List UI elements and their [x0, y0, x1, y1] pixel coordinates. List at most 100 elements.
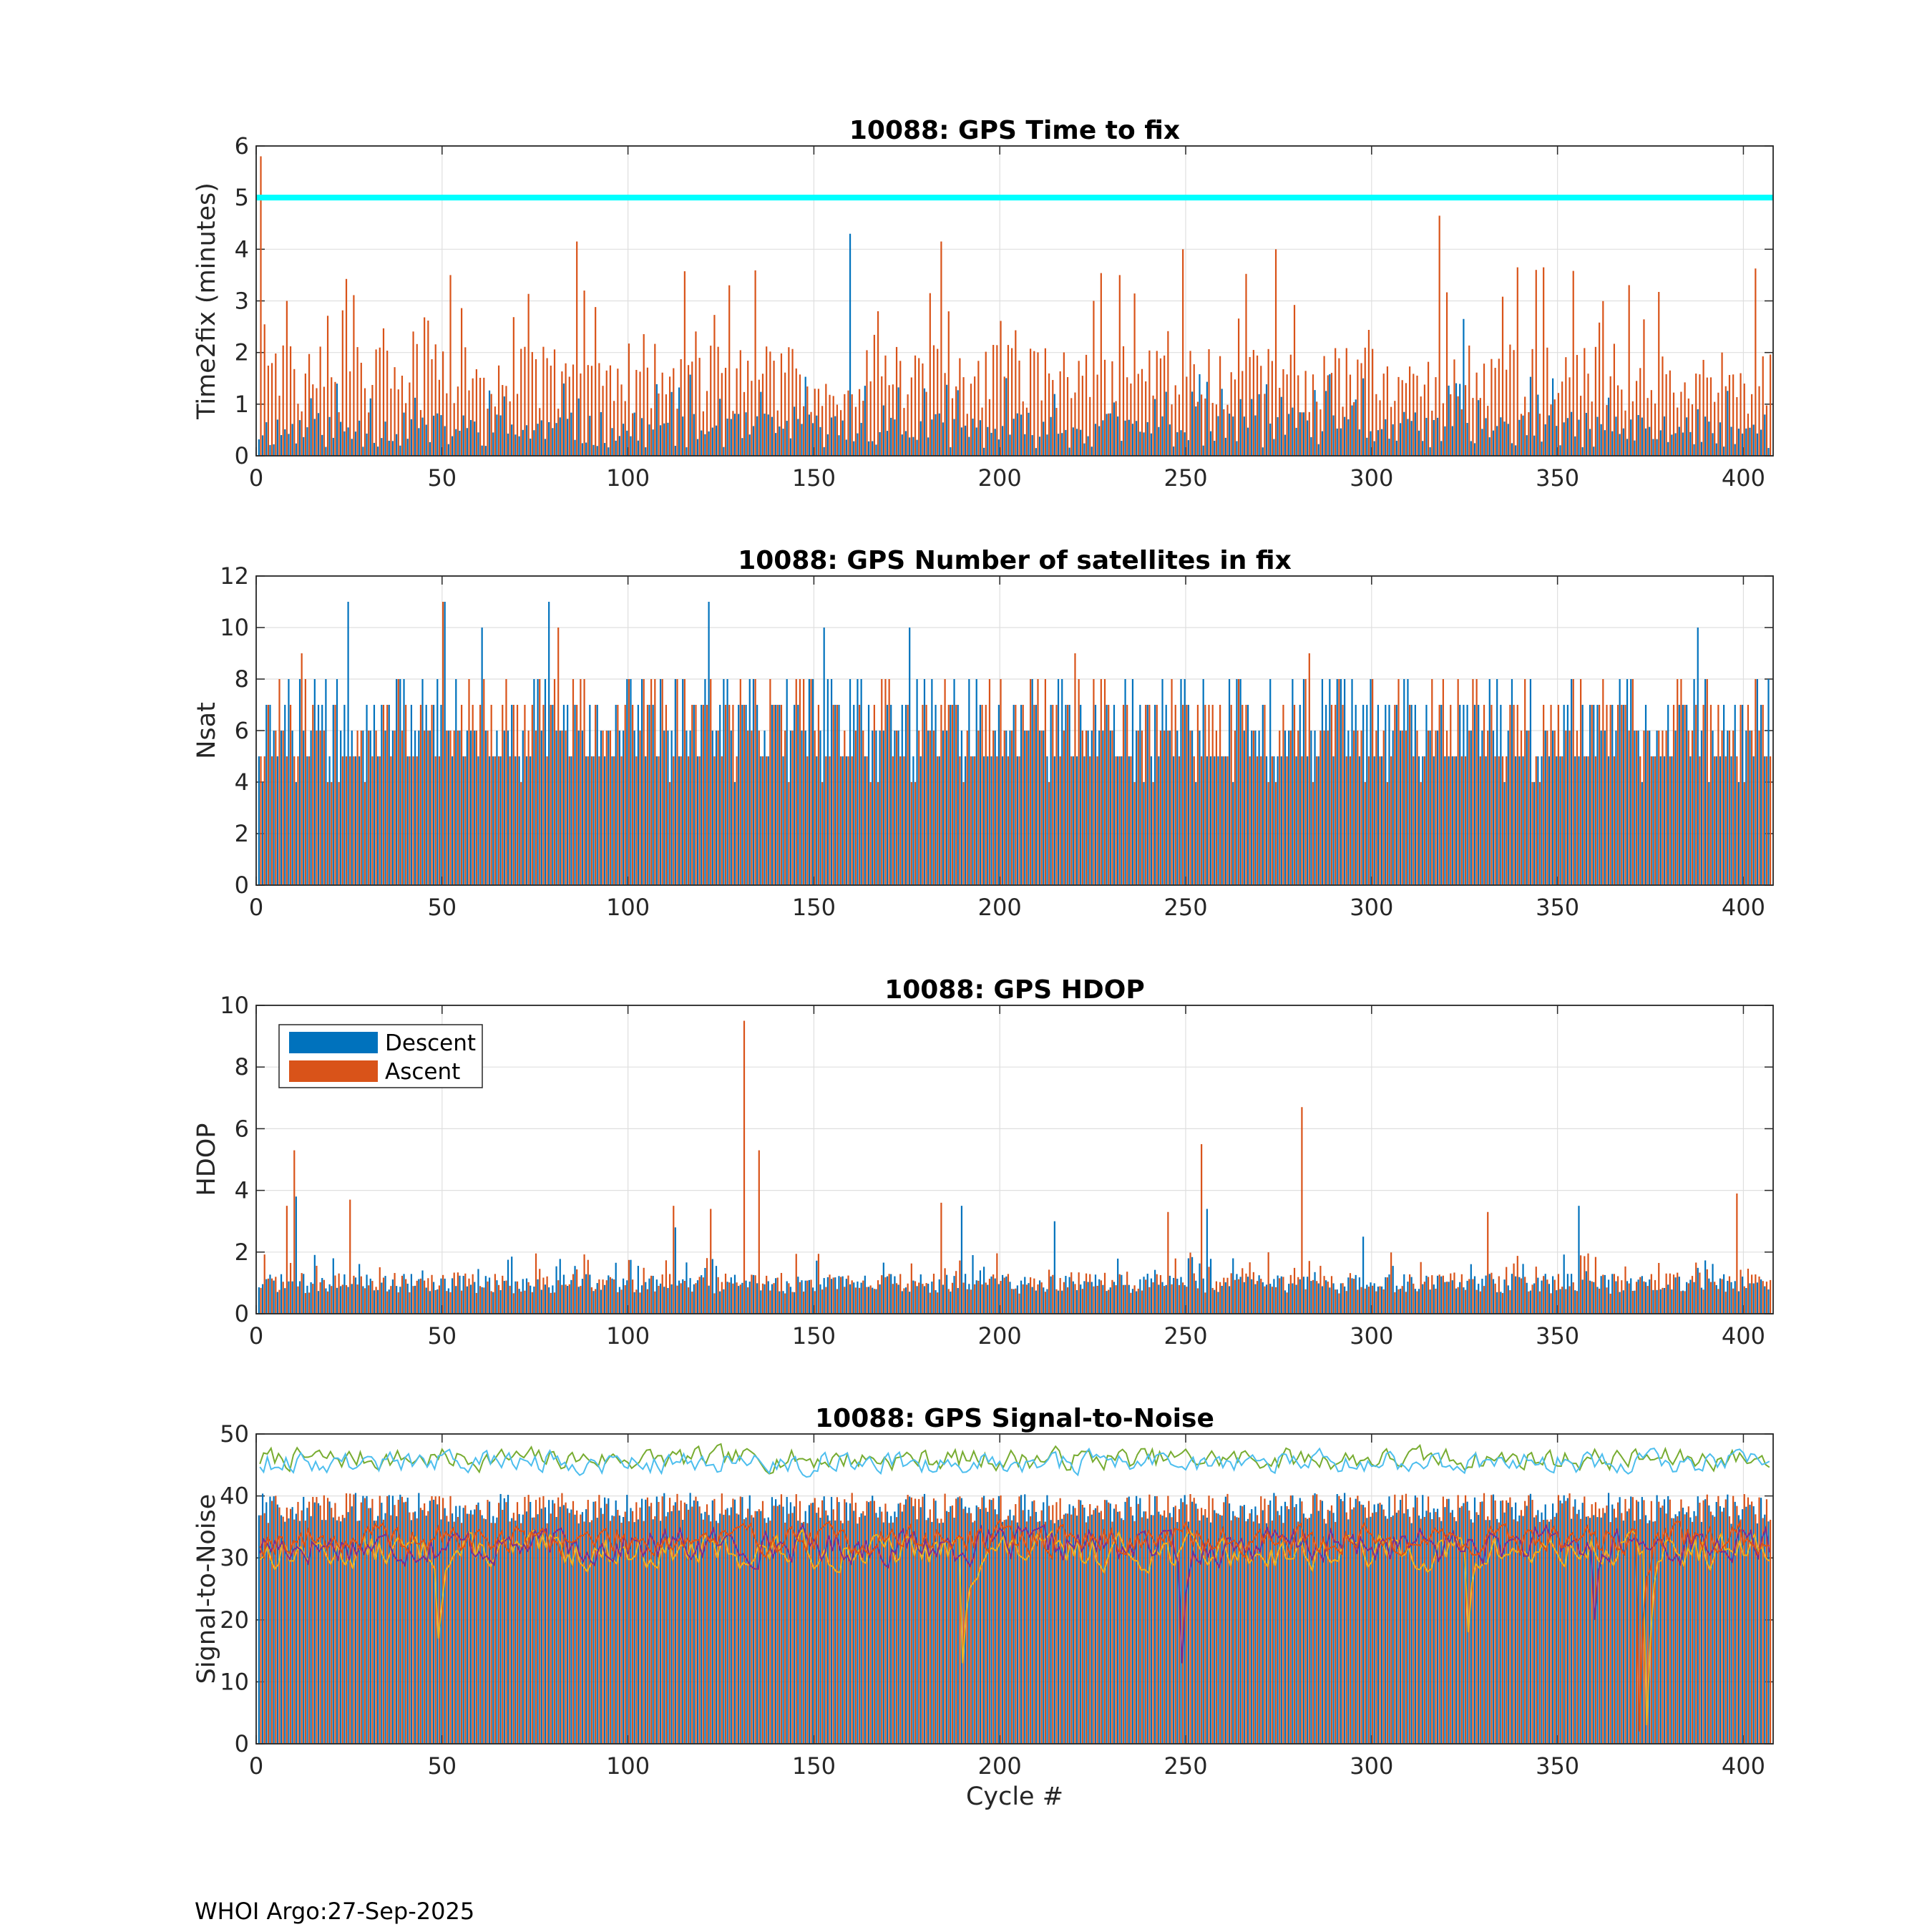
bar-ascent	[326, 1291, 329, 1314]
bar-descent	[1094, 424, 1097, 456]
bar-ascent	[1706, 1269, 1708, 1314]
bar-descent	[1399, 731, 1402, 885]
bar-descent	[1656, 439, 1658, 456]
bar-descent	[1273, 439, 1275, 456]
bar-descent	[1370, 431, 1372, 456]
bar-descent	[570, 756, 572, 885]
bar-descent	[1191, 1501, 1194, 1744]
bar-ascent	[1330, 1276, 1333, 1314]
bar-descent	[1187, 705, 1189, 885]
bar-ascent	[858, 1517, 861, 1744]
bar-descent	[1418, 1289, 1420, 1314]
bar-ascent	[832, 1509, 834, 1744]
bar-descent	[340, 421, 342, 456]
bar-descent	[340, 731, 342, 885]
x-tick-label: 250	[1163, 1752, 1207, 1780]
bar-ascent	[1345, 1291, 1347, 1314]
y-tick-label: 50	[220, 1420, 249, 1448]
bar-descent	[1184, 679, 1186, 885]
x-tick-label: 300	[1350, 894, 1393, 921]
bar-descent	[403, 679, 405, 885]
bar-ascent	[446, 1516, 448, 1744]
bar-descent	[1332, 1283, 1335, 1314]
bar-descent	[987, 756, 989, 885]
bar-ascent	[632, 1511, 634, 1744]
bar-descent	[306, 427, 308, 456]
bar-descent	[1068, 1504, 1070, 1744]
bar-descent	[381, 1282, 383, 1314]
bar-descent	[1563, 705, 1565, 885]
bar-descent	[1221, 1515, 1223, 1744]
bar-ascent	[341, 310, 343, 456]
bar-ascent	[1520, 1278, 1523, 1314]
bar-descent	[1671, 434, 1673, 456]
bar-ascent	[1438, 1274, 1440, 1314]
bar-ascent	[289, 346, 292, 456]
bar-descent	[567, 1508, 569, 1744]
bar-descent	[336, 384, 338, 456]
bar-ascent	[1543, 267, 1545, 456]
bar-descent	[1459, 384, 1461, 456]
bar-ascent	[766, 1523, 768, 1744]
bar-descent	[1217, 1513, 1219, 1744]
bar-descent	[779, 1504, 781, 1744]
bar-ascent	[427, 731, 429, 885]
bar-ascent	[409, 382, 411, 456]
bar-descent	[1385, 705, 1387, 885]
bar-descent	[1737, 782, 1740, 885]
bar-ascent	[1724, 386, 1727, 456]
bar-descent	[1749, 1283, 1751, 1314]
bar-descent	[771, 1284, 774, 1314]
bar-descent	[819, 426, 821, 456]
bar-ascent	[409, 1512, 411, 1744]
bar-descent	[444, 1278, 446, 1314]
bar-ascent	[535, 1253, 537, 1314]
bar-ascent	[1148, 1494, 1151, 1744]
bar-descent	[1767, 448, 1770, 456]
bar-descent	[618, 731, 620, 885]
bar-descent	[418, 1493, 420, 1744]
bar-descent	[901, 434, 903, 456]
bar-ascent	[937, 756, 939, 885]
bar-descent	[1202, 445, 1204, 456]
bar-ascent	[531, 705, 533, 885]
bar-descent	[589, 1522, 591, 1744]
bar-ascent	[1316, 401, 1318, 456]
bar-descent	[1589, 1280, 1591, 1314]
bar-ascent	[338, 782, 340, 885]
bar-ascent	[1438, 215, 1440, 456]
bar-descent	[1492, 1494, 1495, 1744]
bar-ascent	[371, 1281, 374, 1314]
bar-ascent	[903, 1504, 905, 1744]
bar-ascent	[1201, 394, 1203, 456]
bar-ascent	[903, 756, 905, 885]
bar-descent	[938, 1523, 940, 1744]
bar-descent	[1020, 1280, 1023, 1314]
bar-descent	[965, 425, 967, 456]
bar-descent	[1470, 1264, 1472, 1314]
bar-ascent	[1059, 371, 1061, 456]
bar-descent	[1109, 1287, 1111, 1314]
bar-descent	[804, 1511, 806, 1744]
bar-descent	[1478, 400, 1480, 456]
bar-descent	[1459, 1508, 1461, 1744]
bar-descent	[797, 1521, 799, 1744]
bar-ascent	[1115, 401, 1117, 456]
bar-ascent	[1516, 705, 1518, 885]
bar-ascent	[1372, 679, 1374, 885]
bar-descent	[1161, 1516, 1163, 1744]
y-tick-label: 20	[220, 1606, 249, 1634]
bar-ascent	[397, 389, 399, 456]
bar-descent	[1224, 756, 1226, 885]
bar-descent	[845, 756, 847, 885]
bar-descent	[919, 421, 922, 456]
bar-descent	[1767, 679, 1770, 885]
bar-ascent	[1078, 361, 1080, 456]
bar-ascent	[803, 679, 805, 885]
bar-ascent	[1133, 1521, 1136, 1744]
bar-descent	[826, 1277, 829, 1314]
bar-ascent	[1557, 1274, 1560, 1314]
bar-ascent	[494, 1523, 496, 1744]
bar-descent	[804, 731, 806, 885]
bar-descent	[1366, 1518, 1368, 1744]
